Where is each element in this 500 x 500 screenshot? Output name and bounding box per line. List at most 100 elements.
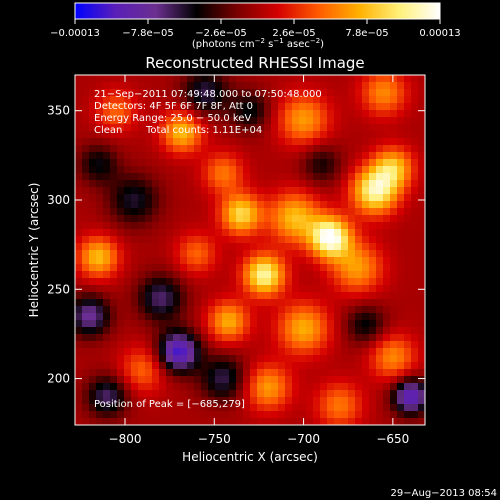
heatmap-cell — [383, 236, 391, 244]
heatmap-cell — [166, 313, 174, 321]
heatmap-cell — [187, 110, 195, 118]
heatmap-cell — [82, 131, 90, 139]
heatmap-cell — [397, 159, 405, 167]
heatmap-cell — [292, 334, 300, 342]
heatmap-cell — [278, 194, 286, 202]
heatmap-cell — [75, 152, 83, 160]
heatmap-cell — [257, 397, 265, 405]
heatmap-cell — [306, 397, 314, 405]
heatmap-cell — [131, 327, 139, 335]
heatmap-cell — [376, 145, 384, 153]
heatmap-cell — [271, 89, 279, 97]
heatmap-cell — [187, 229, 195, 237]
heatmap-cell — [418, 159, 425, 167]
heatmap-cell — [82, 96, 90, 104]
heatmap-cell — [89, 418, 97, 425]
heatmap-cell — [418, 215, 425, 223]
heatmap-cell — [222, 376, 230, 384]
heatmap-cell — [355, 348, 363, 356]
heatmap-cell — [271, 404, 279, 412]
x-tick-label: −800 — [109, 432, 142, 446]
heatmap-cell — [173, 313, 181, 321]
heatmap-cell — [355, 397, 363, 405]
heatmap-cell — [208, 222, 216, 230]
heatmap-cell — [285, 341, 293, 349]
heatmap-cell — [117, 103, 125, 111]
heatmap-cell — [152, 201, 160, 209]
heatmap-cell — [180, 215, 188, 223]
heatmap-cell — [173, 110, 181, 118]
heatmap-cell — [299, 194, 307, 202]
heatmap-cell — [110, 229, 118, 237]
heatmap-cell — [103, 243, 111, 251]
heatmap-cell — [89, 75, 97, 83]
heatmap-cell — [334, 82, 342, 90]
heatmap-cell — [117, 152, 125, 160]
heatmap-cell — [313, 131, 321, 139]
heatmap-cell — [145, 313, 153, 321]
heatmap-cell — [145, 82, 153, 90]
heatmap-cell — [257, 215, 265, 223]
heatmap-cell — [173, 208, 181, 216]
heatmap-cell — [180, 75, 188, 83]
heatmap-cell — [215, 222, 223, 230]
heatmap-cell — [376, 404, 384, 412]
heatmap-cell — [103, 369, 111, 377]
heatmap-cell — [292, 124, 300, 132]
heatmap-cell — [194, 285, 202, 293]
heatmap-cell — [299, 257, 307, 265]
heatmap-cell — [103, 383, 111, 391]
heatmap-cell — [278, 390, 286, 398]
heatmap-cell — [131, 390, 139, 398]
heatmap-cell — [257, 131, 265, 139]
heatmap-cell — [341, 152, 349, 160]
heatmap-cell — [152, 166, 160, 174]
heatmap-cell — [75, 208, 83, 216]
heatmap-cell — [313, 271, 321, 279]
heatmap-cell — [250, 369, 258, 377]
heatmap-cell — [320, 292, 328, 300]
heatmap-cell — [278, 411, 286, 419]
heatmap-cell — [110, 138, 118, 146]
heatmap-cell — [96, 229, 104, 237]
y-tick-label: 250 — [47, 282, 70, 296]
heatmap-cell — [306, 320, 314, 328]
heatmap-cell — [404, 243, 412, 251]
heatmap-cell — [215, 138, 223, 146]
heatmap-cell — [355, 180, 363, 188]
heatmap-cell — [82, 341, 90, 349]
heatmap-cell — [334, 236, 342, 244]
heatmap-cell — [292, 89, 300, 97]
heatmap-cell — [313, 250, 321, 258]
heatmap-cell — [362, 299, 370, 307]
heatmap-cell — [264, 327, 272, 335]
heatmap-cell — [215, 271, 223, 279]
heatmap-cell — [411, 82, 419, 90]
heatmap-cell — [75, 369, 83, 377]
heatmap-cell — [292, 278, 300, 286]
heatmap-cell — [145, 103, 153, 111]
heatmap-cell — [362, 327, 370, 335]
heatmap-cell — [222, 341, 230, 349]
heatmap-cell — [292, 159, 300, 167]
heatmap-cell — [194, 166, 202, 174]
heatmap-cell — [306, 334, 314, 342]
heatmap-cell — [383, 159, 391, 167]
heatmap-cell — [236, 208, 244, 216]
heatmap-cell — [229, 243, 237, 251]
heatmap-cell — [278, 236, 286, 244]
heatmap-cell — [82, 320, 90, 328]
heatmap-cell — [96, 96, 104, 104]
heatmap-cell — [229, 355, 237, 363]
heatmap-cell — [208, 278, 216, 286]
heatmap-cell — [236, 180, 244, 188]
heatmap-cell — [264, 117, 272, 125]
heatmap-cell — [131, 75, 139, 83]
heatmap-cell — [180, 411, 188, 419]
heatmap-cell — [75, 166, 83, 174]
heatmap-cell — [208, 89, 216, 97]
heatmap-cell — [124, 397, 132, 405]
heatmap-cell — [334, 306, 342, 314]
heatmap-cell — [82, 278, 90, 286]
heatmap-cell — [369, 250, 377, 258]
